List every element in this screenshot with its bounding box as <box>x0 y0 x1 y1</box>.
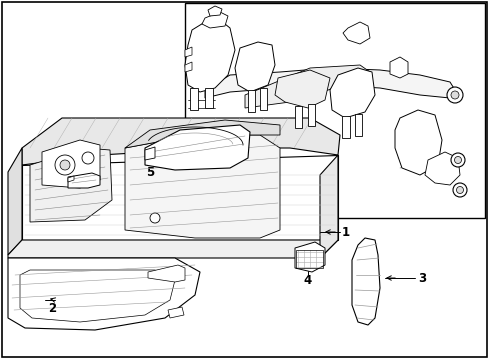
Polygon shape <box>352 238 380 325</box>
Polygon shape <box>168 307 184 318</box>
Polygon shape <box>145 147 155 160</box>
Circle shape <box>447 87 463 103</box>
Polygon shape <box>295 242 325 272</box>
Circle shape <box>150 213 160 223</box>
Polygon shape <box>308 104 315 126</box>
Polygon shape <box>390 57 408 78</box>
Polygon shape <box>8 240 338 258</box>
Polygon shape <box>20 270 175 322</box>
Polygon shape <box>68 176 74 182</box>
Circle shape <box>453 183 467 197</box>
Polygon shape <box>235 42 275 92</box>
Polygon shape <box>8 258 200 330</box>
Text: 3: 3 <box>418 271 426 284</box>
Polygon shape <box>68 173 100 188</box>
Polygon shape <box>42 140 100 188</box>
Text: 5: 5 <box>146 166 154 179</box>
Text: 7: 7 <box>58 176 66 189</box>
Polygon shape <box>320 155 338 258</box>
Text: 4: 4 <box>304 274 312 287</box>
Text: 1: 1 <box>342 225 350 239</box>
Polygon shape <box>205 68 455 98</box>
Polygon shape <box>245 65 370 108</box>
Circle shape <box>60 160 70 170</box>
Polygon shape <box>248 90 255 112</box>
Polygon shape <box>125 120 280 148</box>
Polygon shape <box>260 88 267 110</box>
Text: 6: 6 <box>189 49 197 62</box>
Polygon shape <box>125 135 280 238</box>
Polygon shape <box>185 62 192 72</box>
Polygon shape <box>185 20 235 92</box>
Circle shape <box>455 157 462 163</box>
Bar <box>296 250 323 268</box>
Polygon shape <box>145 125 250 170</box>
Polygon shape <box>148 265 185 282</box>
Polygon shape <box>295 106 302 128</box>
Polygon shape <box>22 118 340 165</box>
Polygon shape <box>395 110 442 175</box>
Polygon shape <box>202 12 228 28</box>
Polygon shape <box>205 88 213 108</box>
Polygon shape <box>22 155 338 240</box>
Circle shape <box>451 153 465 167</box>
Polygon shape <box>185 47 192 57</box>
Bar <box>185 3 485 218</box>
Polygon shape <box>425 152 460 185</box>
Polygon shape <box>355 114 362 136</box>
Polygon shape <box>343 22 370 44</box>
Polygon shape <box>208 6 222 16</box>
Polygon shape <box>190 88 198 110</box>
Circle shape <box>457 186 464 194</box>
Polygon shape <box>275 70 330 108</box>
Polygon shape <box>8 148 22 255</box>
Circle shape <box>55 155 75 175</box>
Text: 2: 2 <box>48 302 56 315</box>
Polygon shape <box>30 148 112 222</box>
Polygon shape <box>330 68 375 118</box>
Polygon shape <box>342 116 350 138</box>
Circle shape <box>451 91 459 99</box>
Circle shape <box>82 152 94 164</box>
